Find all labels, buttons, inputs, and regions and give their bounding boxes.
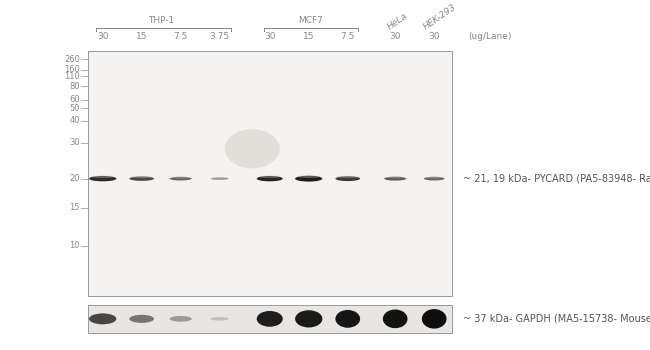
Ellipse shape: [259, 175, 281, 178]
Ellipse shape: [225, 129, 280, 168]
Bar: [88, 51, 452, 296]
Ellipse shape: [172, 176, 190, 178]
Text: 10: 10: [70, 241, 80, 250]
Text: 7.5: 7.5: [174, 32, 188, 41]
Text: THP-1: THP-1: [148, 16, 174, 25]
Ellipse shape: [383, 309, 408, 328]
Text: 40: 40: [70, 116, 80, 125]
Ellipse shape: [424, 177, 445, 181]
Text: 30: 30: [70, 138, 80, 147]
Ellipse shape: [337, 176, 358, 178]
Text: HeLa: HeLa: [385, 11, 410, 32]
Text: 7.5: 7.5: [341, 32, 355, 41]
Text: (ug/Lane): (ug/Lane): [468, 32, 512, 41]
Text: 15: 15: [70, 203, 80, 212]
Text: 30: 30: [264, 32, 276, 41]
Ellipse shape: [386, 176, 404, 178]
Text: ~ 21, 19 kDa- PYCARD (PA5-83948- Rabbit / IgG): ~ 21, 19 kDa- PYCARD (PA5-83948- Rabbit …: [463, 174, 650, 184]
Text: MCF7: MCF7: [298, 16, 323, 25]
Text: 30: 30: [389, 32, 401, 41]
Text: 160: 160: [64, 65, 80, 74]
Ellipse shape: [170, 177, 192, 181]
Text: HEK-293: HEK-293: [421, 2, 458, 31]
Text: 50: 50: [70, 104, 80, 113]
Text: 30: 30: [428, 32, 440, 41]
Ellipse shape: [170, 316, 192, 322]
Text: 260: 260: [64, 55, 80, 64]
Bar: [88, 304, 452, 333]
Text: 15: 15: [303, 32, 315, 41]
Text: 80: 80: [70, 82, 80, 91]
Ellipse shape: [211, 177, 229, 180]
Ellipse shape: [335, 310, 360, 328]
Text: 20: 20: [70, 174, 80, 183]
Text: 15: 15: [136, 32, 148, 41]
Ellipse shape: [295, 176, 322, 182]
Text: ~ 37 kDa- GAPDH (MA5-15738- Mouse / IgG): ~ 37 kDa- GAPDH (MA5-15738- Mouse / IgG): [463, 314, 650, 324]
Ellipse shape: [129, 315, 154, 323]
Ellipse shape: [89, 176, 116, 181]
Ellipse shape: [297, 175, 320, 178]
Ellipse shape: [89, 313, 116, 324]
Ellipse shape: [335, 176, 360, 181]
Text: 30: 30: [97, 32, 109, 41]
Ellipse shape: [295, 310, 322, 328]
Ellipse shape: [129, 176, 154, 181]
Ellipse shape: [422, 309, 447, 329]
Ellipse shape: [425, 176, 443, 178]
Text: 110: 110: [64, 72, 80, 81]
Text: 60: 60: [70, 95, 80, 104]
Ellipse shape: [131, 176, 152, 178]
Ellipse shape: [384, 177, 406, 181]
Text: 3.75: 3.75: [210, 32, 229, 41]
Ellipse shape: [257, 311, 283, 327]
Ellipse shape: [257, 176, 283, 181]
Ellipse shape: [91, 175, 114, 178]
Ellipse shape: [211, 317, 229, 321]
Ellipse shape: [212, 177, 227, 178]
